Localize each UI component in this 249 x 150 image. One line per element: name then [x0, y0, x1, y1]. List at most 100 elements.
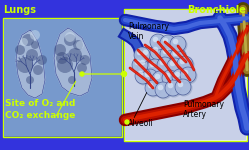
Circle shape [137, 57, 153, 73]
Circle shape [137, 50, 142, 55]
Circle shape [173, 51, 178, 56]
Circle shape [142, 69, 160, 87]
Circle shape [145, 72, 150, 77]
Circle shape [176, 80, 192, 96]
Circle shape [68, 76, 76, 84]
Circle shape [172, 69, 188, 85]
Circle shape [147, 60, 165, 76]
Circle shape [57, 57, 73, 73]
Circle shape [132, 57, 148, 73]
Circle shape [33, 65, 43, 75]
Circle shape [150, 62, 155, 67]
Circle shape [180, 67, 196, 83]
Circle shape [15, 45, 25, 55]
Circle shape [22, 34, 34, 46]
Bar [124, 9, 247, 141]
Circle shape [150, 34, 168, 51]
Circle shape [168, 83, 173, 88]
Circle shape [177, 56, 193, 72]
Circle shape [135, 68, 151, 84]
Circle shape [134, 47, 150, 63]
Circle shape [165, 80, 181, 96]
Circle shape [173, 39, 178, 44]
Circle shape [77, 63, 87, 73]
Circle shape [175, 79, 191, 95]
Circle shape [160, 60, 165, 65]
Circle shape [178, 82, 183, 87]
Text: Lungs: Lungs [3, 5, 36, 15]
Circle shape [148, 83, 153, 88]
Circle shape [56, 52, 68, 64]
Circle shape [161, 36, 178, 52]
Circle shape [140, 48, 158, 64]
Circle shape [54, 44, 66, 56]
Circle shape [157, 57, 173, 73]
Circle shape [152, 71, 168, 87]
Circle shape [153, 37, 158, 42]
Text: Alveoli: Alveoli [128, 119, 154, 128]
Circle shape [160, 46, 176, 62]
Circle shape [76, 41, 84, 49]
Circle shape [166, 81, 183, 98]
Circle shape [145, 81, 163, 98]
Circle shape [31, 41, 39, 49]
Circle shape [147, 59, 163, 75]
Circle shape [158, 57, 175, 75]
Circle shape [140, 47, 156, 63]
Circle shape [167, 58, 183, 74]
Polygon shape [16, 30, 45, 98]
Circle shape [178, 57, 194, 74]
Circle shape [180, 59, 185, 64]
Circle shape [64, 34, 76, 46]
Circle shape [140, 60, 145, 65]
Bar [3, 18, 122, 137]
Circle shape [150, 34, 166, 50]
Bar [4, 19, 121, 136]
Circle shape [65, 32, 75, 42]
Circle shape [155, 82, 173, 99]
Circle shape [17, 57, 33, 73]
Circle shape [165, 73, 170, 78]
Circle shape [161, 46, 178, 63]
Circle shape [125, 120, 129, 124]
Circle shape [170, 61, 175, 66]
Text: Bronchiole: Bronchiole [187, 5, 246, 15]
Circle shape [26, 49, 38, 61]
Circle shape [142, 69, 158, 85]
Circle shape [155, 74, 160, 79]
Circle shape [162, 70, 178, 86]
Text: Pulmonary
Artery: Pulmonary Artery [183, 100, 224, 119]
Bar [125, 10, 246, 140]
Circle shape [155, 82, 171, 98]
Circle shape [122, 72, 126, 76]
Circle shape [137, 57, 154, 75]
Circle shape [171, 48, 187, 66]
Circle shape [173, 69, 189, 87]
Circle shape [73, 40, 83, 50]
Circle shape [158, 85, 163, 90]
Circle shape [134, 48, 151, 64]
Circle shape [132, 57, 149, 75]
Text: Site of O₂ and
CO₂ exchange: Site of O₂ and CO₂ exchange [5, 99, 75, 120]
Circle shape [80, 55, 90, 65]
Circle shape [143, 50, 148, 55]
Circle shape [183, 70, 188, 75]
Circle shape [68, 48, 82, 62]
Polygon shape [54, 28, 92, 96]
Circle shape [153, 47, 158, 52]
Circle shape [170, 36, 186, 52]
Circle shape [138, 71, 143, 76]
Circle shape [163, 49, 168, 54]
Text: Pulmonary
Vein: Pulmonary Vein [128, 22, 169, 41]
Circle shape [163, 70, 180, 87]
Circle shape [170, 48, 186, 64]
Circle shape [150, 44, 166, 60]
Circle shape [135, 69, 152, 85]
Circle shape [171, 36, 187, 54]
Circle shape [135, 60, 140, 65]
Circle shape [152, 72, 170, 88]
Circle shape [145, 80, 161, 96]
Circle shape [79, 72, 84, 76]
Circle shape [30, 30, 40, 40]
Circle shape [181, 68, 197, 84]
